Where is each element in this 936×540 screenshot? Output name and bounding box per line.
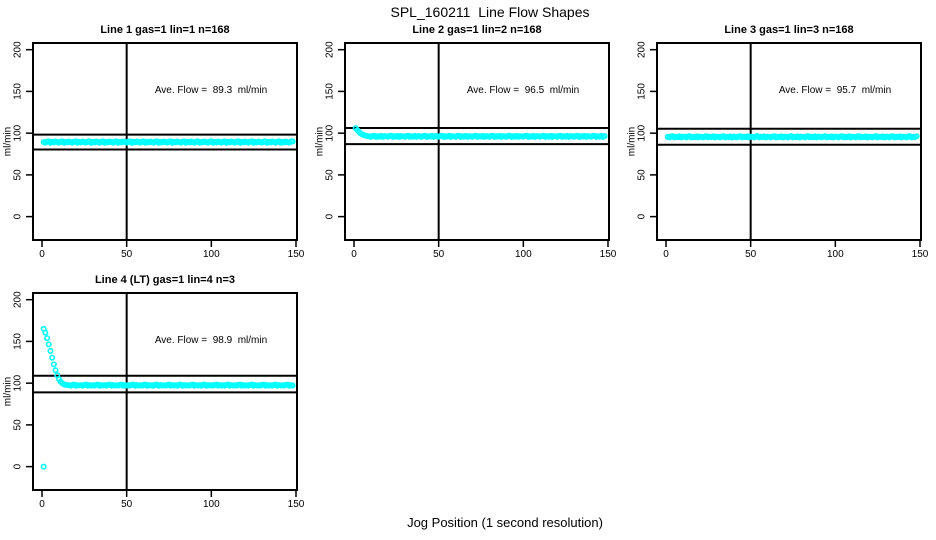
panel-title: Line 3 gas=1 lin=3 n=168 (724, 24, 854, 36)
line-3-plot-svg: 0 50 100 150 0 50 100 150 200 ml/min (627, 41, 929, 260)
panel-title: Line 4 (LT) gas=1 lin=4 n=3 (94, 274, 236, 286)
scatter-point (50, 361, 57, 368)
y-tick-label: 0 (637, 213, 648, 219)
line-4-plot-svg: 0 50 100 150 0 50 100 150 200 ml/min (3, 291, 305, 510)
y-tick-label: 100 (637, 124, 648, 141)
x-tick-label: 0 (663, 249, 669, 260)
x-tick-label: 100 (827, 249, 844, 260)
ave-flow-annotation: Ave. Flow = 95.7 ml/min (778, 85, 892, 96)
scatter-points (352, 125, 608, 140)
scatter-points (40, 325, 296, 470)
ave-flow-annotation: Ave. Flow = 89.3 ml/min (154, 85, 268, 96)
x-tick-label: 100 (515, 249, 532, 260)
scatter-point (42, 329, 49, 336)
y-tick-label: 100 (13, 374, 24, 391)
panel-line-1: 0 50 100 150 0 50 100 150 200 ml/min Line 1 gas=1… (0, 20, 312, 270)
x-tick-label: 100 (203, 249, 220, 260)
x-axis-outer-label: Jog Position (1 second resolution) (407, 515, 603, 530)
plot-box (32, 42, 298, 241)
y-tick-label: 50 (13, 419, 24, 431)
y-tick-label: 200 (325, 41, 336, 58)
plot-box (344, 42, 610, 241)
y-tick-label: 100 (325, 124, 336, 141)
x-tick-label: 100 (203, 499, 220, 510)
x-tick-label: 150 (600, 249, 617, 260)
scatter-point (49, 354, 56, 361)
y-tick-label: 150 (637, 83, 648, 100)
y-tick-label: 50 (13, 169, 24, 181)
x-tick-label: 50 (121, 249, 133, 260)
x-tick-label: 50 (121, 499, 133, 510)
x-tick-label: 0 (39, 499, 45, 510)
y-tick-label: 0 (325, 213, 336, 219)
y-tick-label: 50 (637, 169, 648, 181)
panel-title: Line 1 gas=1 lin=1 n=168 (100, 24, 230, 36)
panel-line-2: 0 50 100 150 0 50 100 150 200 ml/min Line 2 gas=1… (312, 20, 624, 270)
x-tick-label: 50 (433, 249, 445, 260)
plot-box (656, 42, 922, 241)
y-tick-label: 50 (325, 169, 336, 181)
scatter-point (913, 133, 920, 140)
scatter-point (289, 138, 296, 145)
scatter-point (45, 341, 52, 348)
y-tick-label: 150 (13, 333, 24, 350)
y-tick-label: 100 (13, 124, 24, 141)
y-tick-label: 200 (637, 41, 648, 58)
scatter-points (664, 133, 920, 141)
x-tick-label: 150 (912, 249, 929, 260)
outlier-point (40, 463, 47, 470)
scatter-point (289, 382, 296, 389)
y-tick-label: 0 (13, 213, 24, 219)
scatter-points (40, 138, 296, 146)
panel-line-3: 0 50 100 150 0 50 100 150 200 ml/min Line 3 gas=1… (624, 20, 936, 270)
y-tick-label: 150 (13, 83, 24, 100)
ave-flow-annotation: Ave. Flow = 96.5 ml/min (466, 85, 580, 96)
y-axis-label: ml/min (3, 377, 14, 406)
y-axis-label: ml/min (3, 127, 14, 156)
y-axis-label: ml/min (627, 127, 638, 156)
x-tick-label: 50 (745, 249, 757, 260)
x-tick-label: 150 (288, 499, 305, 510)
y-tick-label: 0 (13, 463, 24, 469)
x-tick-label: 0 (351, 249, 357, 260)
panel-title: Line 2 gas=1 lin=2 n=168 (412, 24, 542, 36)
y-axis-label: ml/min (315, 127, 326, 156)
ave-flow-annotation: Ave. Flow = 98.9 ml/min (154, 335, 268, 346)
scatter-point (601, 133, 608, 140)
y-tick-label: 200 (13, 41, 24, 58)
x-tick-label: 150 (288, 249, 305, 260)
plot-box (32, 292, 298, 491)
scatter-point (44, 335, 51, 342)
panel-line-4: 0 50 100 150 0 50 100 150 200 ml/min Line 4 (LT) … (0, 270, 312, 520)
scatter-point (52, 367, 59, 374)
x-tick-label: 0 (39, 249, 45, 260)
y-tick-label: 200 (13, 291, 24, 308)
scatter-point (47, 348, 54, 355)
line-2-plot-svg: 0 50 100 150 0 50 100 150 200 ml/min (315, 41, 617, 260)
y-tick-label: 150 (325, 83, 336, 100)
line-1-plot-svg: 0 50 100 150 0 50 100 150 200 ml/min (3, 41, 305, 260)
figure-title: SPL_160211 Line Flow Shapes (390, 4, 590, 20)
